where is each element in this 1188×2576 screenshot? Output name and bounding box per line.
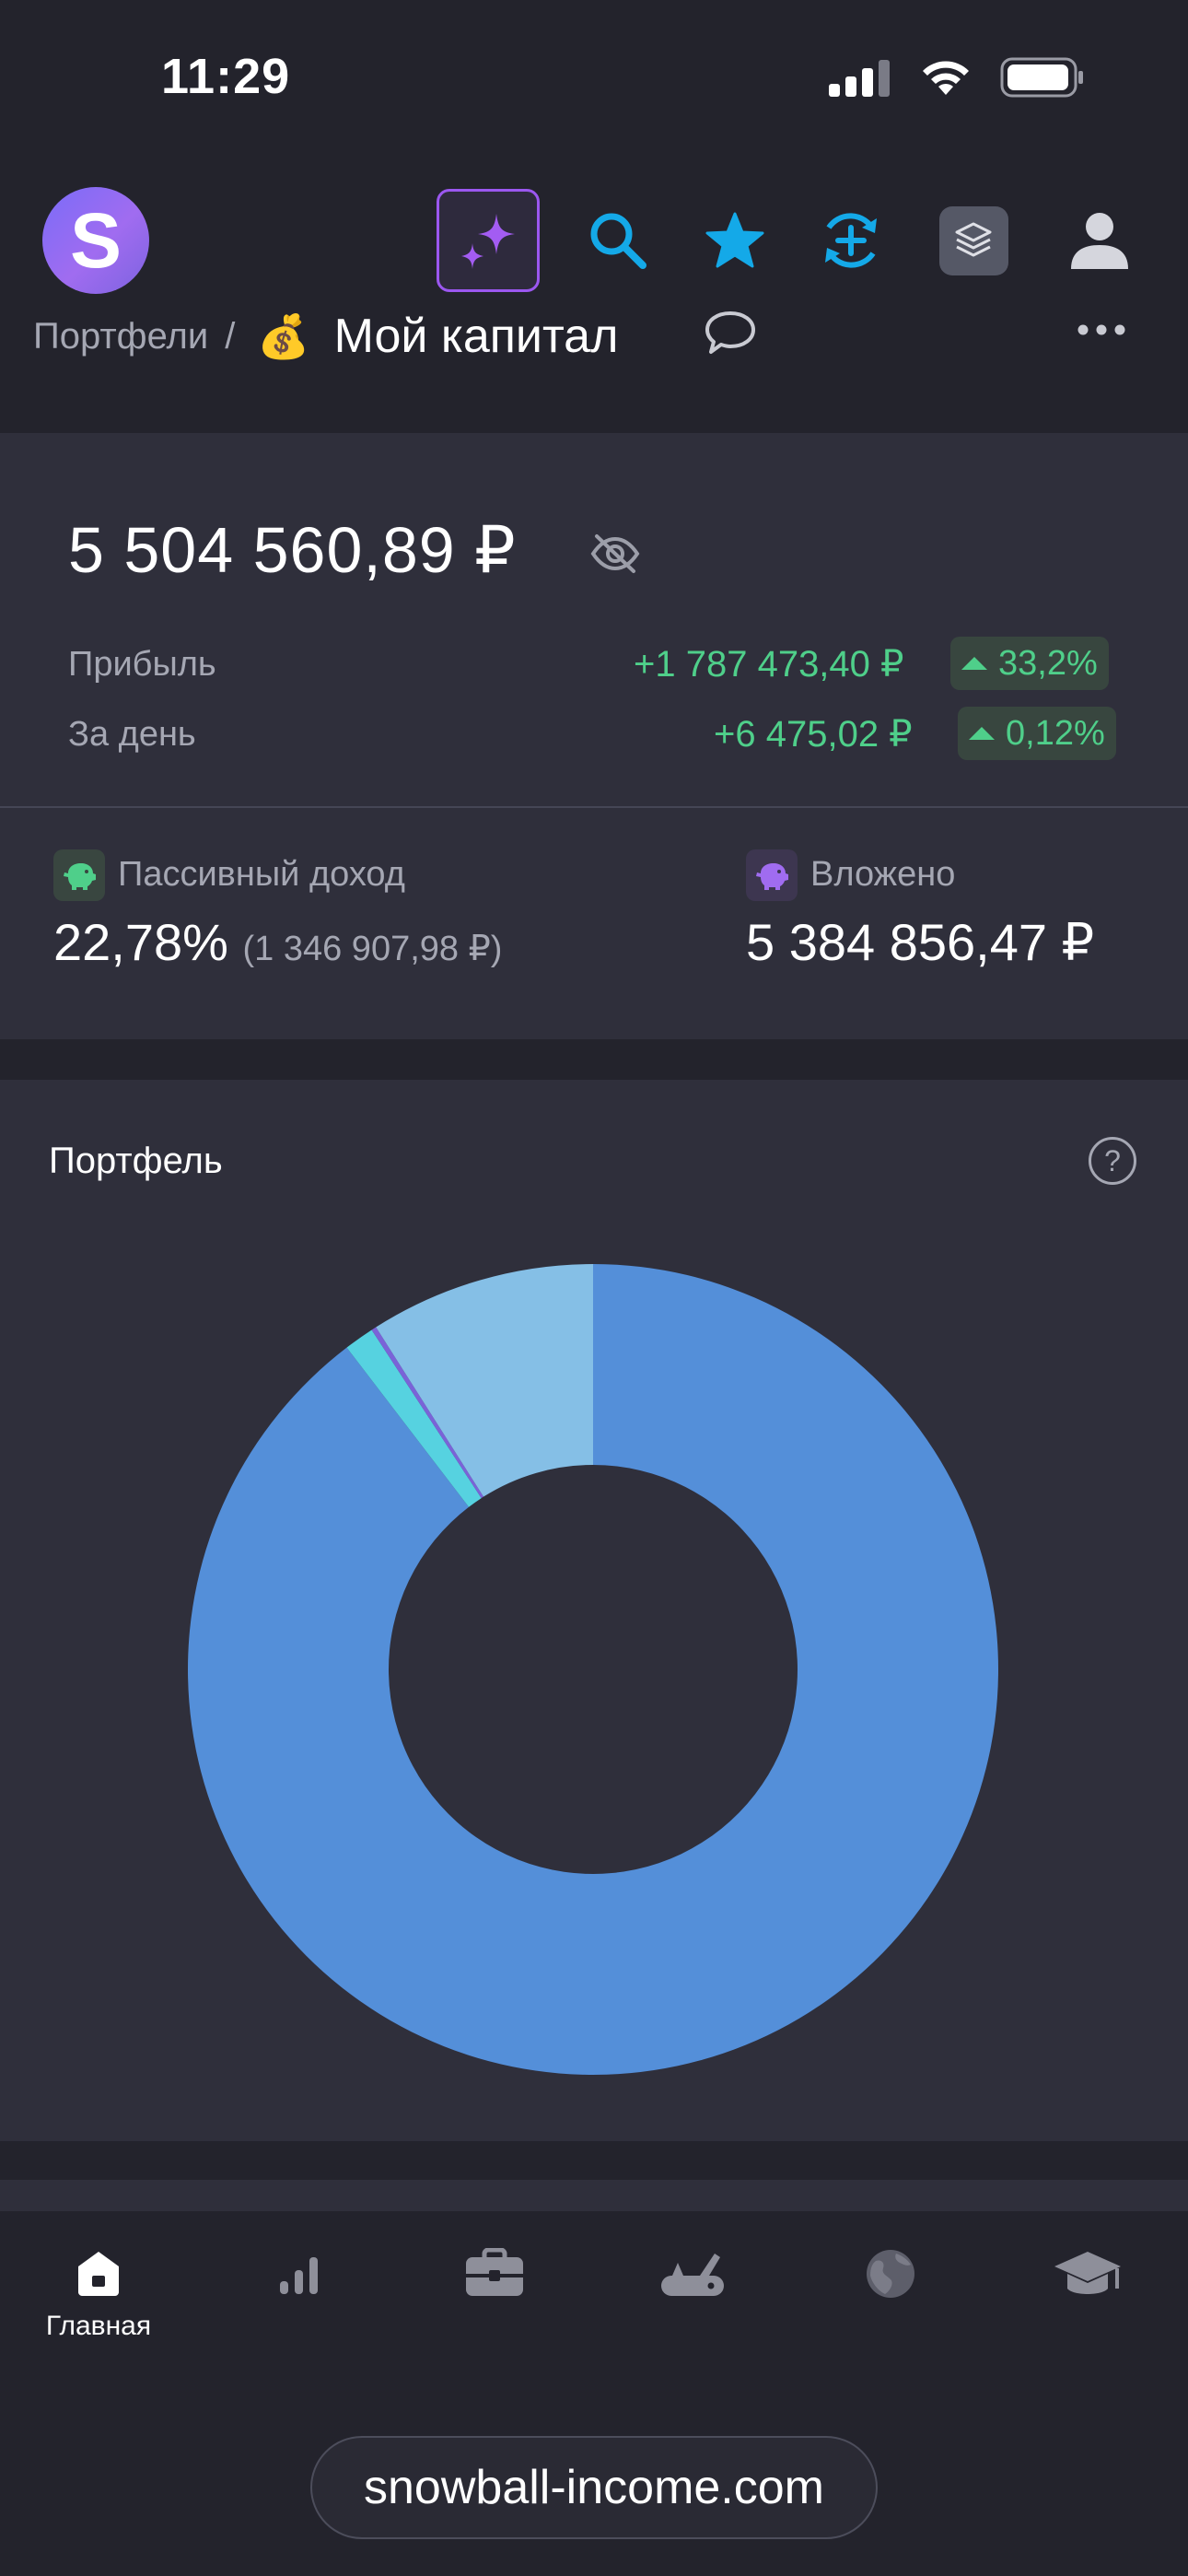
invested-badge xyxy=(746,849,798,901)
portfolio-allocation-card: Портфель ? xyxy=(0,1080,1188,2141)
passive-income-value: 22,78% (1 346 907,98 ₽) xyxy=(53,912,502,972)
layers-button[interactable] xyxy=(922,189,1025,292)
day-percent-badge: 0,12% xyxy=(958,707,1116,760)
passive-income-amount: (1 346 907,98 ₽) xyxy=(242,930,503,968)
tools-icon xyxy=(661,2254,724,2296)
add-transaction-button[interactable] xyxy=(799,189,903,292)
wifi-icon xyxy=(923,61,969,95)
summary-divider xyxy=(0,806,1188,808)
browser-url-bar[interactable]: snowball-income.com xyxy=(310,2436,878,2539)
favorites-button[interactable] xyxy=(683,189,786,292)
day-percent: 0,12% xyxy=(1006,713,1105,753)
profit-percent: 33,2% xyxy=(998,643,1098,683)
logo-letter: S xyxy=(69,196,122,284)
arrow-up-icon xyxy=(961,657,987,670)
layers-icon-box xyxy=(938,205,1008,275)
battery-icon xyxy=(1000,57,1083,98)
cellular-signal-icon xyxy=(829,60,890,97)
bottom-navigation: Главная xyxy=(0,2211,1188,2576)
sync-add-icon xyxy=(825,213,877,268)
profile-button[interactable] xyxy=(1048,189,1151,292)
nav-item-home[interactable]: Главная xyxy=(25,2248,172,2342)
search-button[interactable] xyxy=(566,189,670,292)
search-icon xyxy=(590,213,646,269)
status-time: 11:29 xyxy=(161,49,291,104)
donut-slice-0[interactable] xyxy=(188,1264,999,2075)
invested-value: 5 384 856,47 ₽ xyxy=(746,913,1095,971)
portfolio-section-title: Портфель xyxy=(49,1141,223,1181)
day-change-value: +6 475,02 ₽ xyxy=(714,714,913,755)
ai-sparkle-icon xyxy=(461,214,515,269)
breadcrumb-portfolios-link[interactable]: Портфели xyxy=(33,315,209,357)
portfolio-title[interactable]: Мой капитал xyxy=(333,310,619,363)
arrow-up-icon xyxy=(969,727,995,740)
donut-slice-2[interactable] xyxy=(371,1327,484,1499)
donut-slice-1[interactable] xyxy=(346,1329,482,1507)
day-change-label: За день xyxy=(68,715,196,754)
nav-item-portfolio[interactable] xyxy=(421,2248,568,2300)
app-logo[interactable]: S xyxy=(42,187,149,294)
nav-item-education[interactable] xyxy=(1014,2248,1161,2303)
profit-percent-badge: 33,2% xyxy=(950,637,1109,690)
portfolio-donut-chart[interactable] xyxy=(186,1262,1000,2077)
user-icon xyxy=(1071,213,1128,269)
passive-income-label: Пассивный доход xyxy=(118,855,405,894)
education-icon xyxy=(1054,2252,1121,2294)
next-card-edge xyxy=(0,2180,1188,2217)
status-icons xyxy=(829,57,1085,98)
portfolio-summary-card: 5 504 560,89 ₽ Прибыль +1 787 473,40 ₽ 3… xyxy=(0,433,1188,1039)
passive-income-badge xyxy=(53,849,105,901)
piggy-bank-icon xyxy=(756,863,788,890)
more-dots-icon xyxy=(1077,324,1125,335)
globe-icon xyxy=(867,2250,914,2298)
comment-icon xyxy=(705,311,755,354)
home-icon xyxy=(78,2252,119,2296)
profit-value: +1 787 473,40 ₽ xyxy=(634,644,904,685)
star-icon xyxy=(705,212,764,268)
total-value: 5 504 560,89 ₽ xyxy=(68,514,517,586)
nav-item-analytics[interactable] xyxy=(225,2248,372,2298)
browser-url: snowball-income.com xyxy=(364,2461,824,2514)
donut-slice-3[interactable] xyxy=(376,1264,593,1497)
piggy-bank-icon xyxy=(64,863,96,890)
more-options-button[interactable] xyxy=(1076,322,1127,342)
ai-assistant-button[interactable] xyxy=(437,189,540,292)
profit-label: Прибыль xyxy=(68,645,216,684)
analytics-icon xyxy=(280,2257,318,2294)
briefcase-icon xyxy=(466,2248,523,2296)
layers-icon xyxy=(955,222,992,257)
hide-values-button[interactable] xyxy=(589,533,641,580)
portfolio-emoji: 💰 xyxy=(257,311,310,360)
nav-item-tools[interactable] xyxy=(619,2248,766,2300)
breadcrumb-separator: / xyxy=(225,315,236,357)
nav-label-home: Главная xyxy=(45,2311,152,2341)
passive-income-percent: 22,78% xyxy=(53,913,228,971)
nav-item-world[interactable] xyxy=(817,2248,964,2300)
help-icon[interactable]: ? xyxy=(1089,1137,1136,1185)
eye-hidden-icon xyxy=(590,534,640,573)
invested-label: Вложено xyxy=(810,855,956,894)
breadcrumb: Портфели / 💰 Мой капитал xyxy=(33,304,618,369)
comments-button[interactable] xyxy=(704,310,757,362)
